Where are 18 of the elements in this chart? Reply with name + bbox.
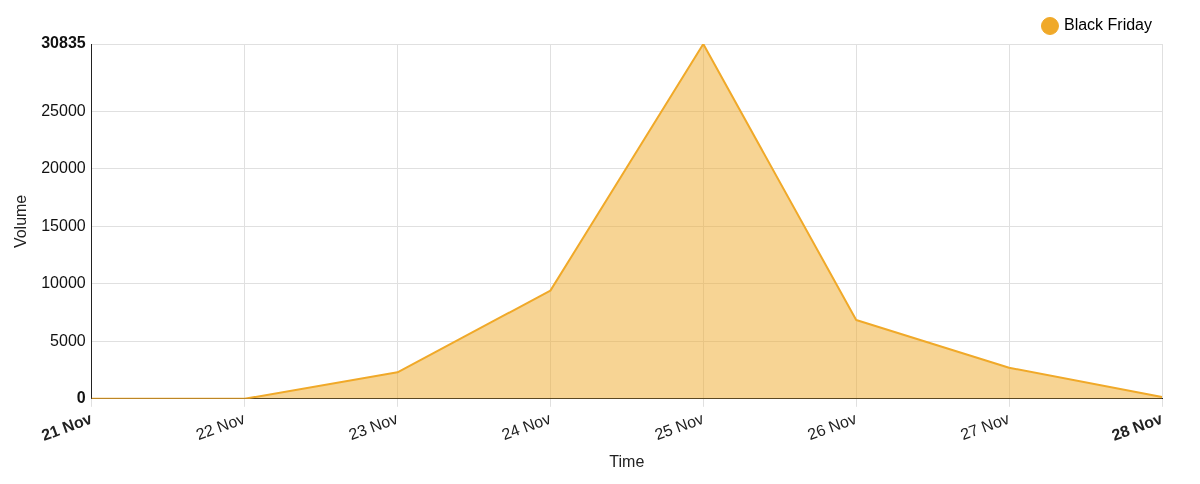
y-axis-title: Volume xyxy=(12,194,30,249)
y-tick-label: 20000 xyxy=(41,159,86,177)
y-tick-label: 0 xyxy=(76,389,86,407)
x-tick-label: 21 Nov xyxy=(39,409,95,444)
y-tick-label: 10000 xyxy=(41,274,86,292)
y-tick-label: 5000 xyxy=(50,331,86,349)
x-tick-label: 23 Nov xyxy=(346,409,401,444)
y-tick-label: 30835 xyxy=(41,34,86,52)
x-tick-label: 28 Nov xyxy=(1109,409,1165,444)
y-tick-label: 15000 xyxy=(41,216,86,234)
y-tick-label: 25000 xyxy=(41,101,86,119)
x-axis-title: Time xyxy=(609,452,645,470)
legend-label: Black Friday xyxy=(1063,16,1153,34)
x-tick-label: 26 Nov xyxy=(805,409,859,444)
x-tick-label: 24 Nov xyxy=(499,409,553,444)
x-tick-label: 25 Nov xyxy=(652,409,706,444)
x-tick-label: 27 Nov xyxy=(958,409,1012,444)
x-tick-label: 22 Nov xyxy=(193,409,248,444)
